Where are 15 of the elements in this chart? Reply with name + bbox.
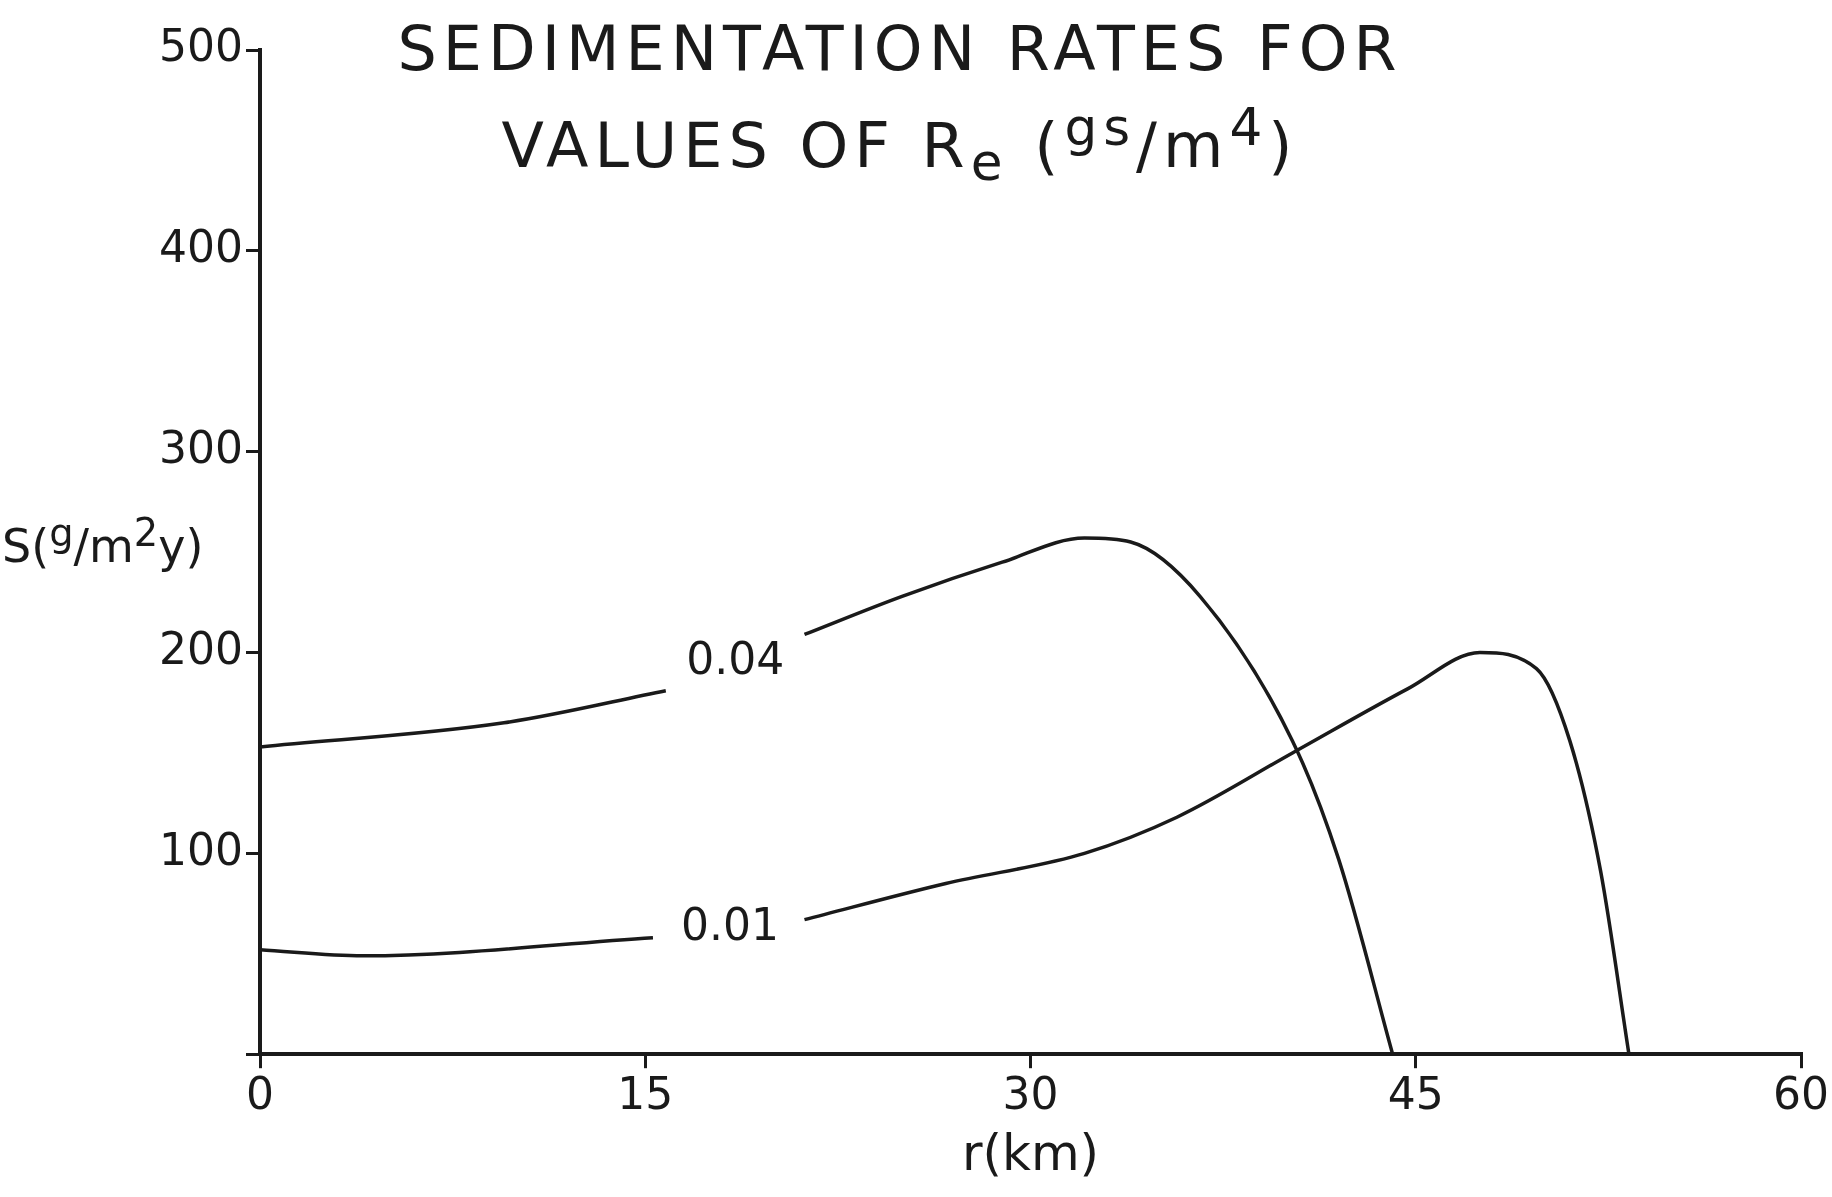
series-label: 0.04 — [686, 633, 785, 684]
x-tick-label: 0 — [246, 1068, 274, 1120]
y-tick-label: 100 — [159, 823, 243, 875]
chart-title: SEDIMENTATION RATES FOR VALUES OF R$_{e}$ ($^{gs}$/m$^{4}$) — [396, 11, 1404, 195]
x-axis-title: r(km) — [961, 1123, 1100, 1182]
x-tick-label: 45 — [1387, 1068, 1444, 1120]
y-tick-label: 300 — [159, 422, 243, 474]
y-tick-label: 200 — [159, 622, 243, 674]
x-tick-label: 60 — [1773, 1068, 1830, 1120]
series-label: 0.01 — [681, 899, 779, 951]
x-tick-label: 15 — [617, 1068, 674, 1120]
y-tick-label: 500 — [159, 20, 243, 72]
y-axis-title: S($^{g}$/m$^{2}$y) — [2, 510, 204, 574]
x-tick-label: 30 — [1002, 1068, 1059, 1120]
y-tick-label: 400 — [159, 221, 243, 273]
